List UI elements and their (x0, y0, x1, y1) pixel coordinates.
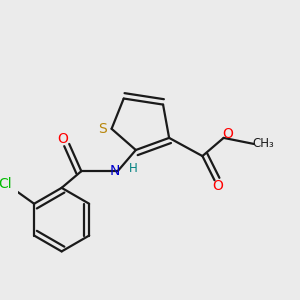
Text: CH₃: CH₃ (252, 137, 274, 150)
Text: O: O (223, 127, 234, 141)
Text: N: N (110, 164, 120, 178)
Text: S: S (98, 122, 107, 136)
Text: O: O (58, 132, 69, 146)
Text: H: H (128, 162, 137, 175)
Text: O: O (212, 179, 223, 193)
Text: Cl: Cl (0, 177, 12, 191)
